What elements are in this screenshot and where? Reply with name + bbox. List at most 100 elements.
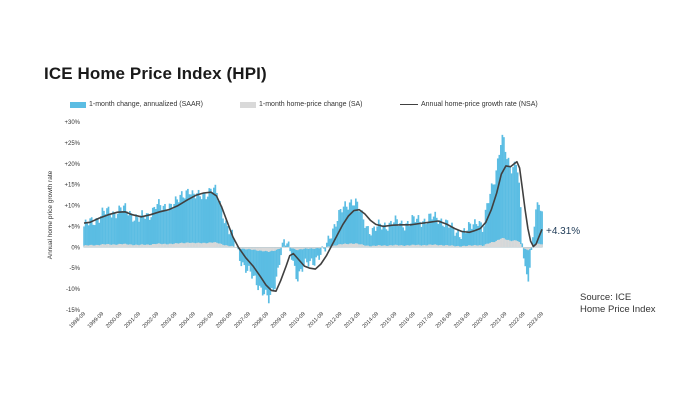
saar-bar <box>536 202 539 248</box>
sa-bar <box>300 247 302 250</box>
saar-bar <box>461 230 464 248</box>
sa-bar <box>196 242 198 248</box>
y-tick-label: +15% <box>64 183 80 189</box>
sa-bar <box>125 244 128 248</box>
sa-bar <box>242 247 244 249</box>
sa-bar <box>222 244 224 248</box>
sa-bar <box>339 244 342 248</box>
y-tick-label: +25% <box>64 141 80 147</box>
saar-bar <box>86 223 88 248</box>
sa-bar <box>211 242 214 248</box>
sa-bar <box>393 245 395 248</box>
sa-bar <box>504 239 507 248</box>
sa-bar <box>95 244 98 248</box>
saar-bar <box>84 219 87 248</box>
saar-bar <box>199 196 201 248</box>
sa-bar <box>113 244 116 248</box>
sa-bar <box>304 247 307 249</box>
sa-bar <box>431 245 433 248</box>
saar-bar <box>500 145 502 248</box>
saar-bar <box>92 224 95 248</box>
saar-bar <box>173 203 175 248</box>
saar-bar <box>515 164 517 248</box>
sa-bar <box>229 246 232 248</box>
sa-bar <box>364 245 366 248</box>
saar-bar <box>164 203 166 248</box>
sa-bar <box>464 246 467 248</box>
saar-bar <box>208 188 211 248</box>
saar-bar <box>370 235 372 248</box>
sa-bar <box>104 244 107 248</box>
sa-bar <box>483 245 485 248</box>
sa-bar <box>329 246 331 248</box>
saar-bar <box>106 208 108 248</box>
saar-bar <box>458 237 461 248</box>
x-tick-label: 2005-09 <box>197 311 216 330</box>
saar-bar <box>390 220 392 248</box>
sa-bar <box>472 245 475 248</box>
sa-bar <box>225 245 227 248</box>
saar-bar <box>351 205 354 248</box>
legend-item-nsa: Annual home-price growth rate (NSA) <box>400 101 538 108</box>
saar-bar <box>153 206 156 248</box>
saar-bar <box>409 223 412 248</box>
saar-bar <box>158 199 160 248</box>
sa-bar <box>539 244 542 248</box>
saar-bar <box>264 247 267 290</box>
line-series-group <box>83 160 543 293</box>
sa-bar <box>296 247 299 251</box>
sa-bar <box>313 247 316 249</box>
sa-bar <box>541 244 543 248</box>
sa-bar <box>458 246 461 248</box>
sa-bar <box>448 245 450 248</box>
saar-bar <box>487 203 490 248</box>
sa-bar <box>139 244 142 248</box>
saar-bar <box>101 207 104 248</box>
sa-bar <box>122 243 125 248</box>
sa-bar <box>272 247 275 252</box>
saar-bar <box>529 247 531 268</box>
saar-bar <box>303 247 305 267</box>
saar-bar <box>109 214 111 248</box>
saar-bar <box>232 238 235 248</box>
sa-bar <box>121 244 124 248</box>
sa-bar <box>156 243 159 248</box>
legend-item-sa: 1-month home-price change (SA) <box>240 101 363 108</box>
sa-bar <box>171 244 174 248</box>
sa-bar <box>350 243 353 248</box>
sa-bar <box>432 244 435 248</box>
saar-bar <box>251 247 253 279</box>
sa-bar <box>327 246 330 248</box>
saar-bar <box>174 196 177 248</box>
sa-bar <box>513 240 516 248</box>
saar-bar <box>141 210 143 248</box>
saar-bar <box>209 188 212 248</box>
saar-bar <box>414 222 417 248</box>
sa-bar <box>107 243 110 248</box>
sa-bar <box>411 244 414 248</box>
sa-bar <box>394 244 397 248</box>
saar-bar <box>127 215 130 248</box>
saar-bar <box>96 218 99 248</box>
saar-bar <box>142 215 145 248</box>
saar-bar <box>329 238 331 248</box>
sa-bar <box>527 247 530 251</box>
saar-bar <box>295 247 298 280</box>
sa-bar <box>446 245 449 248</box>
saar-bar <box>492 184 495 248</box>
saar-bar <box>504 151 507 248</box>
saar-bar <box>400 220 403 248</box>
sa-bar <box>396 244 398 248</box>
saar-bar <box>432 216 435 248</box>
legend-swatch-saar <box>70 101 86 108</box>
small-bar-series-group <box>83 237 543 252</box>
sa-bar <box>190 242 192 248</box>
saar-bar <box>133 220 136 248</box>
saar-bar <box>170 203 172 248</box>
sa-bar <box>460 246 462 248</box>
saar-bar <box>125 211 128 248</box>
saar-bar <box>315 247 317 258</box>
x-tick-label: 2017-09 <box>416 311 435 330</box>
sa-bar <box>440 244 443 248</box>
saar-bar <box>254 247 256 276</box>
